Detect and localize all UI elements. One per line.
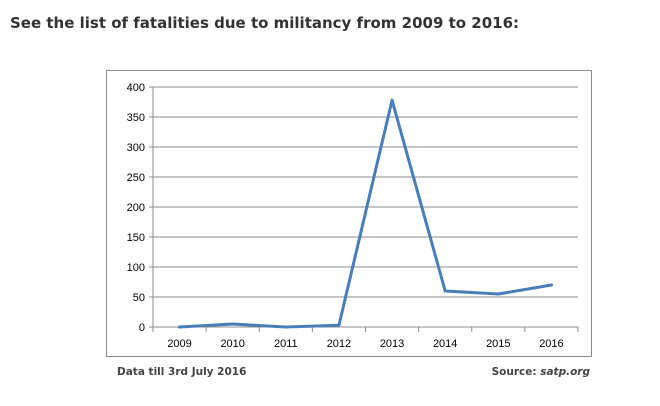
y-tick-label: 0	[139, 322, 145, 334]
data-point	[496, 292, 500, 296]
x-tick-label: 2010	[220, 338, 244, 350]
y-tick-label: 150	[127, 232, 145, 244]
data-point	[231, 322, 235, 326]
chart-frame	[106, 70, 592, 357]
y-tick-label: 300	[127, 142, 145, 154]
x-tick-label: 2015	[486, 338, 510, 350]
source-credit: Source: satp.org	[492, 366, 590, 378]
x-tick-label: 2011	[274, 338, 298, 350]
data-note: Data till 3rd July 2016	[117, 366, 247, 378]
y-tick-label: 250	[127, 172, 145, 184]
series-line	[178, 98, 553, 329]
x-tick-label: 2012	[327, 338, 351, 350]
x-tick-label: 2016	[539, 338, 563, 350]
y-tick-label: 200	[127, 202, 145, 214]
data-point	[178, 325, 182, 329]
x-tick-label: 2009	[167, 338, 191, 350]
data-point	[284, 325, 288, 329]
page-heading: See the list of fatalities due to milita…	[10, 14, 520, 32]
data-point	[549, 283, 553, 287]
data-point	[337, 323, 341, 327]
y-tick-label: 350	[127, 112, 145, 124]
x-tick-label: 2013	[380, 338, 404, 350]
y-tick-label: 400	[127, 82, 145, 94]
source-label: Source:	[491, 366, 537, 378]
y-tick-label: 50	[133, 292, 145, 304]
y-tick-label: 100	[127, 262, 145, 274]
data-point	[390, 98, 394, 102]
source-name: satp.org	[540, 366, 590, 378]
data-point	[443, 289, 447, 293]
x-tick-label: 2014	[433, 338, 457, 350]
